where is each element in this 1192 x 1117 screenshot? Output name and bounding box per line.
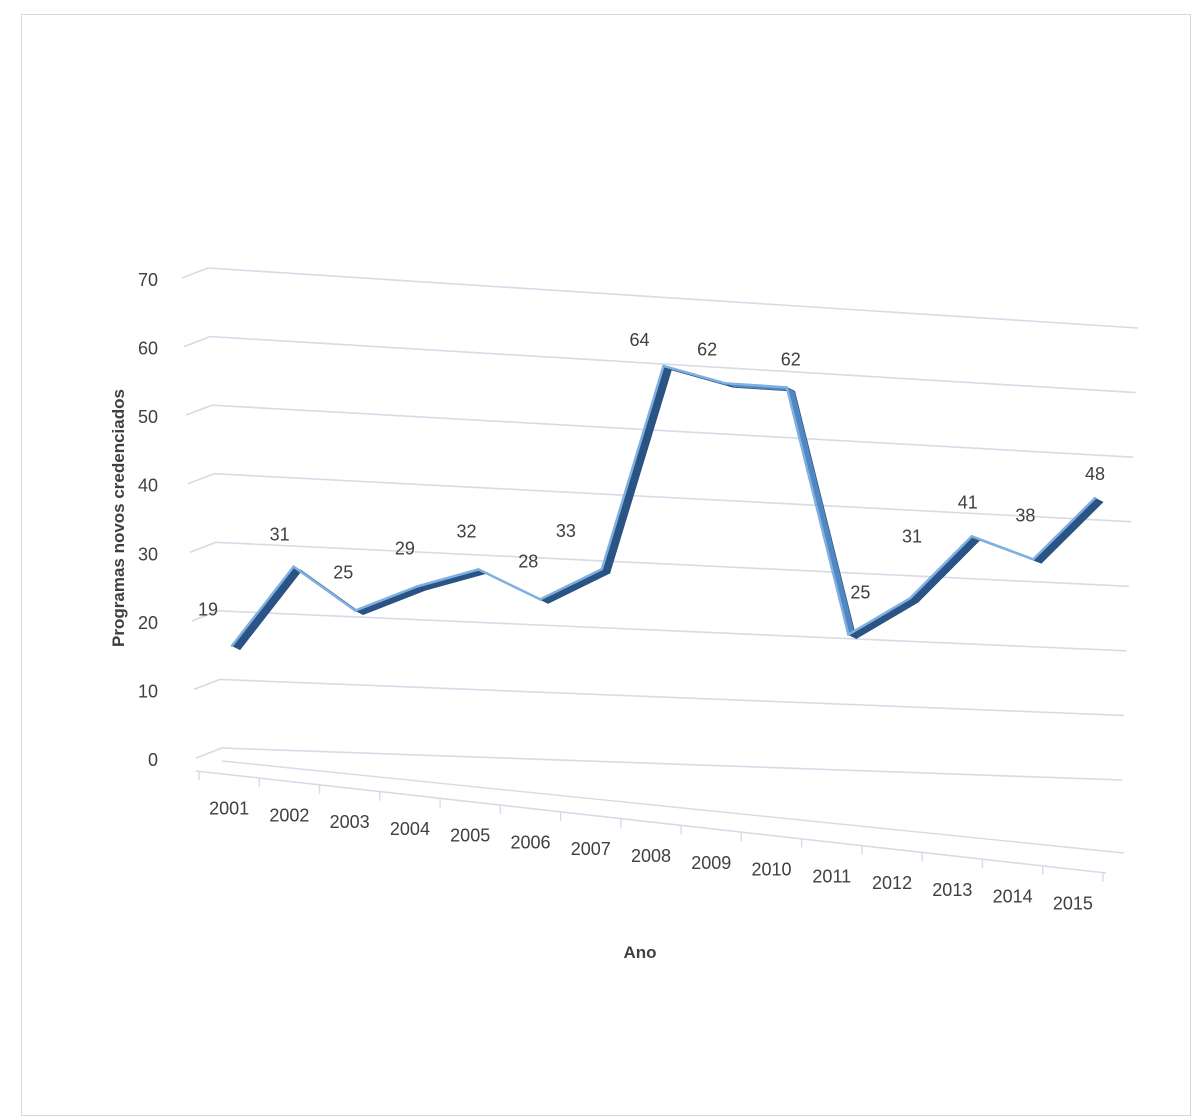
data-label: 48 (1085, 464, 1105, 484)
series-segment-edge (292, 565, 357, 612)
y-tick-label: 70 (138, 270, 158, 290)
data-label: 31 (902, 526, 922, 546)
series-segment (354, 586, 426, 615)
y-tick-label: 10 (138, 681, 158, 701)
data-label: 19 (198, 600, 218, 620)
series-segment-edge (230, 565, 295, 647)
y-axis-ticks: 0 10 20 30 40 50 60 70 (138, 270, 158, 770)
gridline-bevel (183, 335, 211, 348)
data-label: 31 (270, 525, 290, 545)
gridline-bevel (191, 610, 219, 622)
x-tick-label: 2012 (872, 873, 912, 893)
series-segment-edge (415, 568, 480, 588)
gridline (221, 747, 1123, 781)
x-tick-label: 2013 (932, 880, 972, 900)
data-label: 62 (781, 349, 801, 369)
floor-back-edge (221, 760, 1125, 854)
gridline-bevel (189, 541, 217, 554)
series-segment (231, 566, 303, 651)
data-label: 38 (1015, 505, 1035, 525)
series-segment-edge (908, 535, 973, 600)
floor-axis (195, 760, 1125, 882)
y-tick-label: 0 (148, 750, 158, 770)
series-segment-edge (600, 364, 665, 571)
gridline-bevel (185, 404, 213, 416)
gridline (217, 610, 1127, 652)
series-segment-edge (354, 585, 419, 612)
series-segment (539, 568, 611, 604)
data-label: 25 (850, 583, 870, 603)
gridline (207, 267, 1139, 329)
x-tick-label: 2014 (993, 887, 1033, 907)
series-segment-edge (662, 364, 727, 385)
gridline-bevel (193, 678, 221, 691)
x-tick-label: 2009 (691, 853, 731, 873)
y-tick-label: 60 (138, 339, 158, 359)
y-axis-title: Programas novos credenciados (109, 389, 128, 647)
series-segment-edge (1032, 496, 1097, 561)
gridline (209, 335, 1136, 394)
gridline-bevel (195, 747, 223, 759)
gridlines (181, 267, 1139, 781)
gridline-bevel (181, 267, 209, 279)
data-label: 64 (629, 330, 649, 350)
x-tick-label: 2002 (269, 805, 309, 825)
data-label: 41 (958, 492, 978, 512)
data-label: 32 (457, 521, 477, 541)
data-label: 33 (556, 521, 576, 541)
series-line (230, 364, 1104, 651)
data-label: 28 (518, 551, 538, 571)
series-segment (1032, 497, 1104, 564)
x-tick-label: 2015 (1053, 893, 1093, 913)
x-tick-label: 2004 (390, 819, 430, 839)
series-segment-edge (477, 568, 542, 601)
y-tick-label: 40 (138, 476, 158, 496)
x-axis-title: Ano (623, 943, 656, 962)
gridline (215, 541, 1129, 588)
y-tick-label: 50 (138, 407, 158, 427)
y-tick-label: 20 (138, 613, 158, 633)
x-tick-label: 2006 (510, 832, 550, 852)
gridline (213, 472, 1132, 523)
data-label: 25 (333, 563, 353, 583)
series-segment-edge (538, 567, 604, 601)
x-tick-label: 2005 (450, 826, 490, 846)
x-tick-label: 2011 (812, 866, 851, 886)
series-segment-edge (723, 382, 789, 389)
series-segment-edge (847, 597, 912, 636)
x-axis-ticks: 2001 2002 2003 2004 2005 2006 2007 2008 2009 2010… (209, 799, 1093, 914)
x-tick-label: 2010 (752, 860, 792, 880)
data-label: 62 (697, 339, 717, 359)
x-tick-label: 2008 (631, 846, 671, 866)
series-segment-edge (785, 386, 850, 636)
x-tick-label: 2007 (571, 839, 611, 859)
data-label: 29 (395, 538, 415, 558)
series-segment (601, 365, 672, 574)
gridline (219, 678, 1125, 717)
y-tick-label: 30 (138, 544, 158, 564)
series-segment-edge (970, 535, 1035, 561)
gridline-bevel (187, 472, 215, 485)
series-segment (847, 597, 919, 639)
series-segment (416, 569, 488, 591)
x-tick-label: 2003 (330, 812, 370, 832)
gridline (211, 404, 1134, 458)
x-tick-label: 2001 (209, 799, 249, 819)
x-axis-line (195, 770, 1107, 874)
data-labels: 19 31 25 29 32 28 33 64 62 62 25 31 41 38 48 (198, 330, 1105, 620)
